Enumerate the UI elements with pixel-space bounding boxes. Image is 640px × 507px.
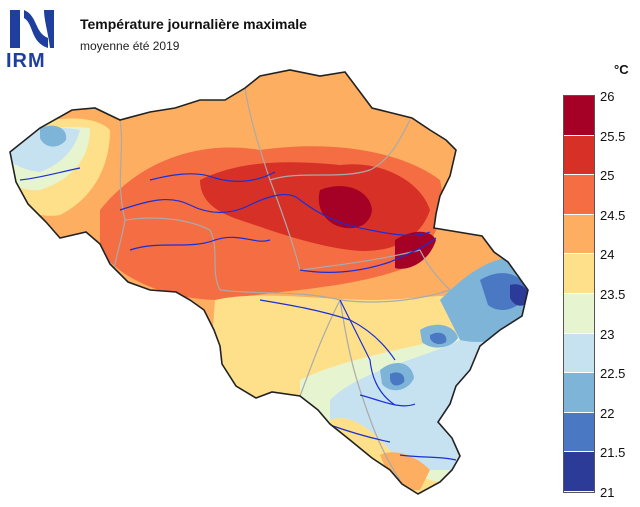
legend-swatch (564, 452, 594, 492)
map-subtitle: moyenne été 2019 (80, 39, 180, 53)
legend-swatch (564, 135, 594, 176)
color-legend (563, 95, 595, 493)
irm-logo (4, 8, 60, 74)
legend-tick-label: 24.5 (600, 207, 626, 223)
legend-tick-label: 25 (600, 168, 615, 184)
legend-tick-label: 24 (600, 247, 615, 263)
legend-unit: °C (614, 62, 629, 77)
rivers (19, 167, 457, 461)
province-boundaries (113, 87, 451, 481)
legend-tick-label: 21 (600, 485, 615, 500)
legend-tick-label: 22.5 (600, 366, 626, 382)
irm-logo-icon (10, 10, 54, 48)
legend-tick-label: 21.5 (600, 445, 626, 461)
logo-text: IRM (6, 50, 46, 72)
legend-tick-label: 22 (600, 405, 615, 421)
legend-swatch (564, 175, 594, 215)
legend-swatch (564, 254, 594, 294)
legend-swatch (564, 412, 594, 453)
legend-tick-label: 25.5 (600, 128, 626, 144)
temperature-field (10, 70, 528, 494)
map-title: Température journalière maximale (80, 16, 307, 32)
legend-swatch (564, 96, 594, 136)
legend-swatch (564, 333, 594, 374)
legend-swatch (564, 293, 594, 334)
legend-swatch (564, 373, 594, 413)
legend-tick-label: 23.5 (600, 287, 626, 302)
legend-tick-label: 26 (600, 89, 615, 104)
legend-swatch (564, 214, 594, 255)
belgium-temperature-map (9, 69, 529, 495)
legend-tick-label: 23 (600, 326, 615, 342)
